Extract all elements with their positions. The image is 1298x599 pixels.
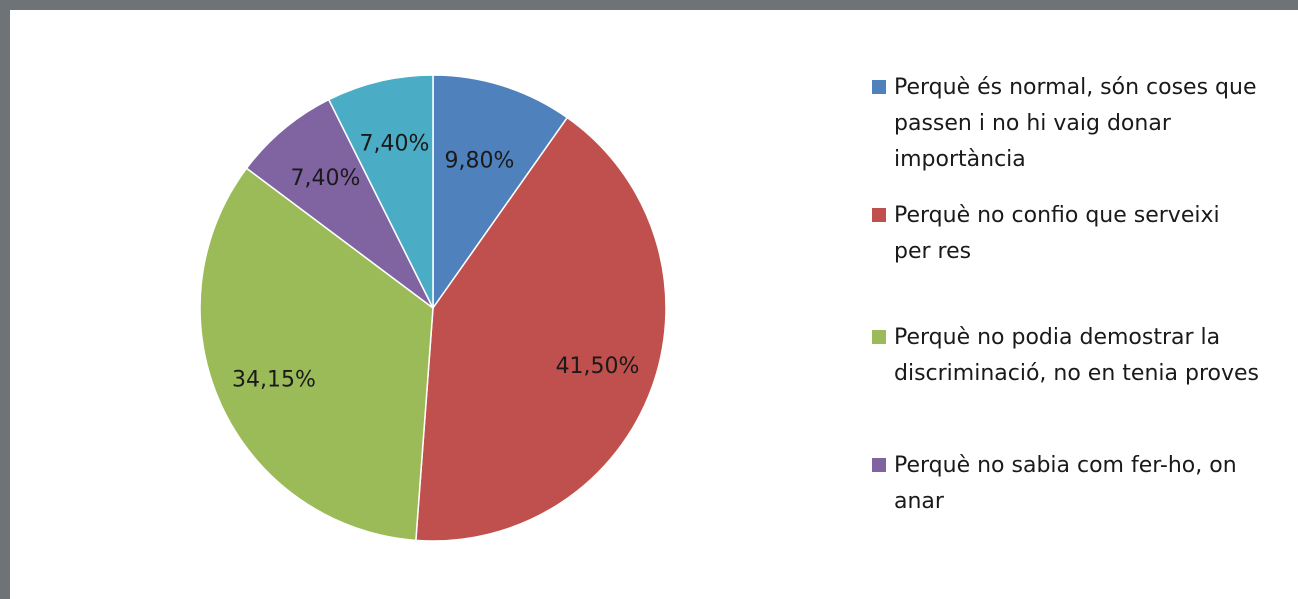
legend-label: Perquè no confio que serveixi per res (894, 203, 1220, 264)
legend-label: Perquè no sabia com fer-ho, on anar (894, 453, 1237, 514)
legend-swatch (872, 330, 886, 344)
slice-data-label-5: 7,40% (359, 132, 429, 157)
legend-swatch (872, 80, 886, 94)
slice-data-label-2: 41,50% (556, 354, 640, 379)
legend-label: Perquè és normal, són coses que passen i… (894, 75, 1257, 172)
slice-data-label-3: 34,15% (232, 367, 316, 392)
legend-swatch (872, 208, 886, 222)
pie-slice-4 (245, 98, 434, 309)
slice-data-label-4: 7,40% (291, 166, 361, 191)
legend-swatch (872, 458, 886, 472)
pie-slice-2 (415, 116, 667, 542)
pie-chart: 9,80% 41,50% 34,15% 7,40% 7,40% (199, 74, 667, 542)
pie-slice-5 (327, 74, 434, 309)
slice-data-label-1: 9,80% (445, 148, 515, 173)
pie-slice-3 (199, 167, 434, 542)
legend-label: Perquè no podia demostrar la discriminac… (894, 325, 1259, 386)
chart-frame: 9,80% 41,50% 34,15% 7,40% 7,40% Perquè és no… (10, 10, 1298, 599)
pie-slice-1 (432, 74, 569, 311)
